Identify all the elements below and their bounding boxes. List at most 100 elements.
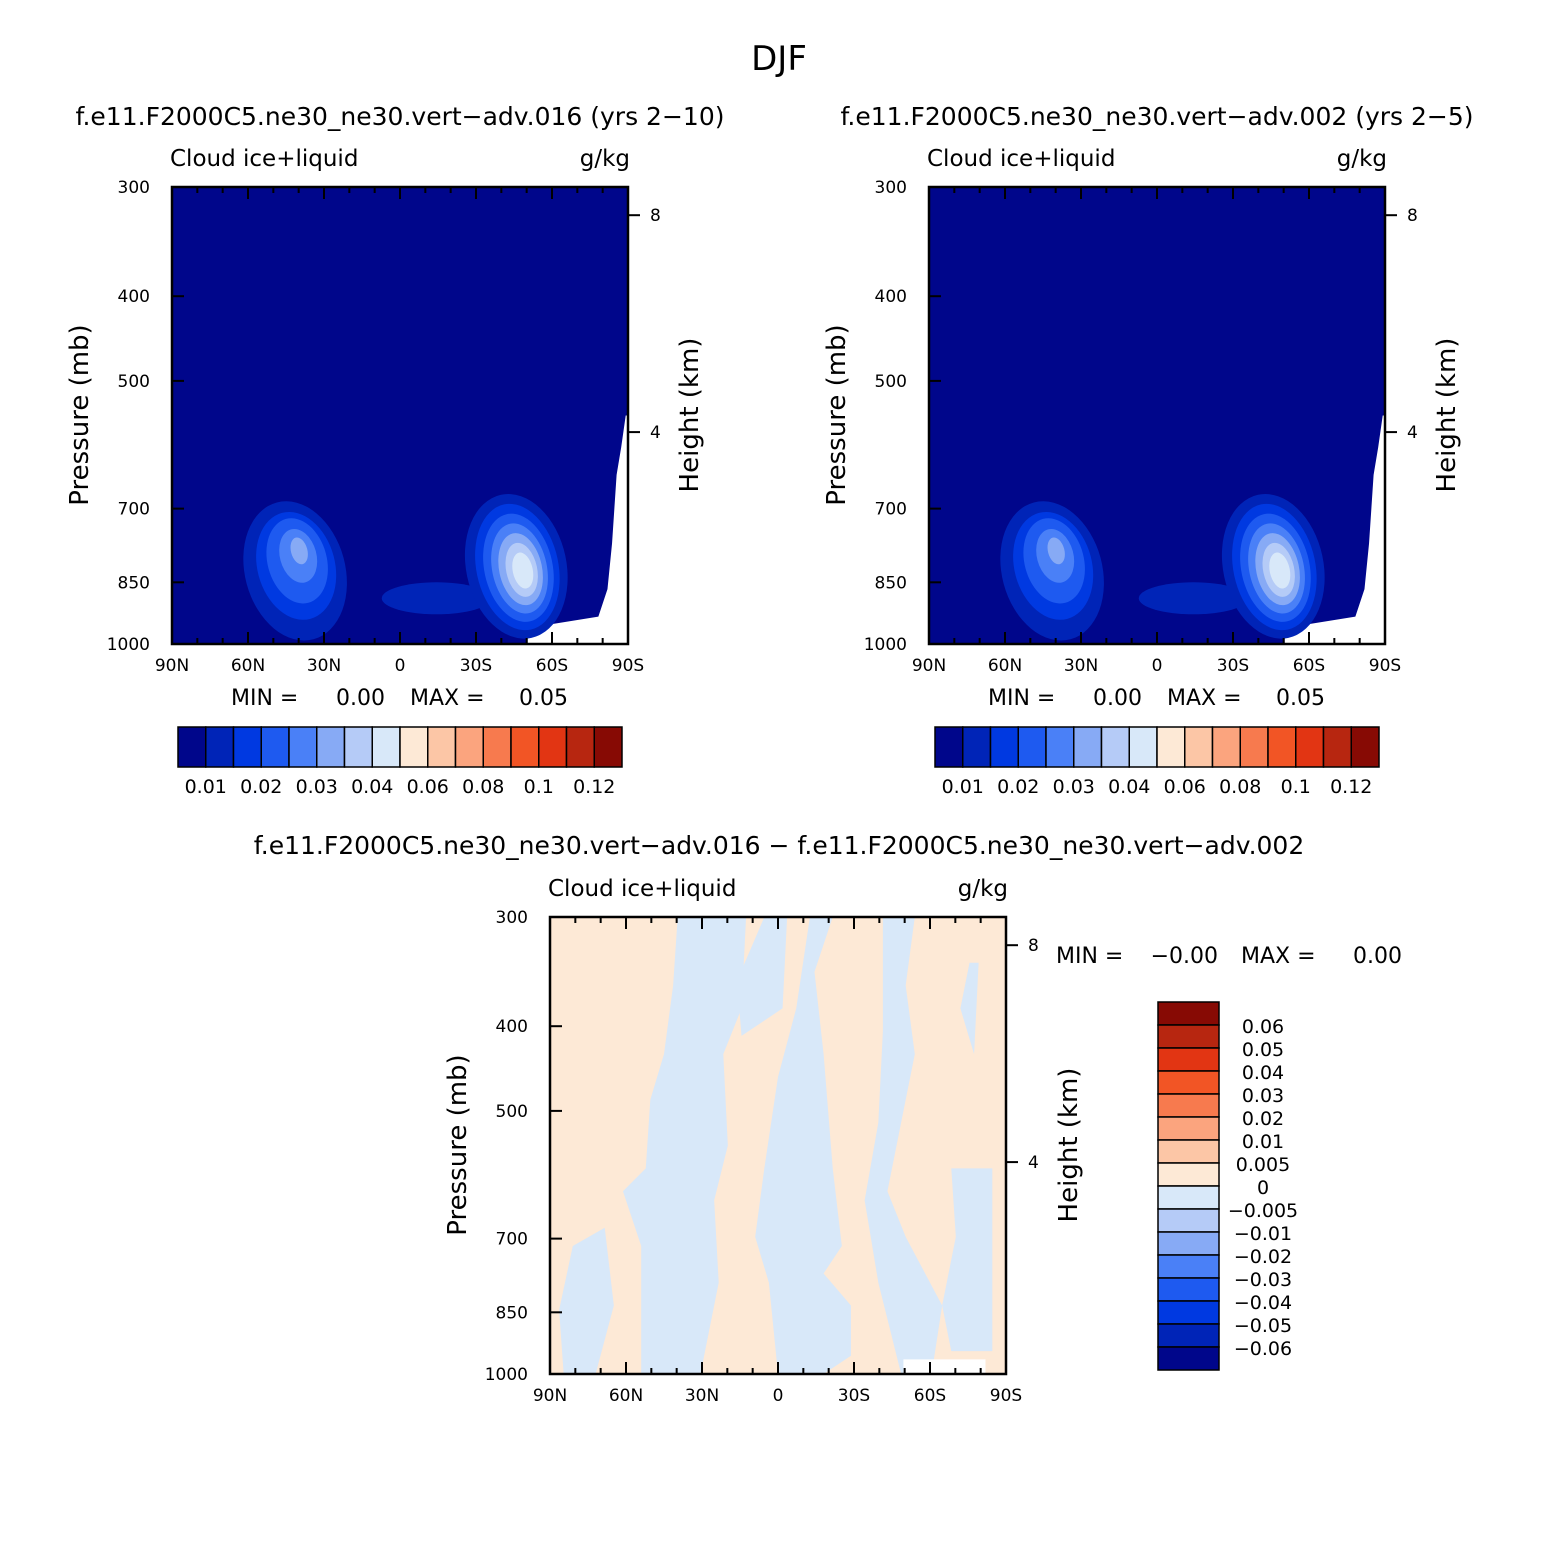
contour-level bbox=[1047, 537, 1065, 565]
y-tick-label: 850 bbox=[118, 573, 150, 593]
colorbar-label: 0.005 bbox=[1236, 1154, 1290, 1176]
colorbar-box bbox=[1157, 1116, 1220, 1141]
min-label: MIN = bbox=[988, 686, 1055, 711]
colorbar-box bbox=[1157, 1208, 1220, 1233]
colorbar-box bbox=[1157, 1254, 1220, 1279]
y-tick-label: 700 bbox=[496, 1230, 528, 1250]
min-label: MIN = bbox=[1056, 944, 1123, 969]
colorbar-label: 0.02 bbox=[240, 776, 282, 798]
x-tick-label: 30N bbox=[685, 1386, 719, 1406]
x-tick-label: 30S bbox=[1217, 656, 1249, 676]
x-tick-label: 90N bbox=[533, 1386, 567, 1406]
y-axis-label: Pressure (mb) bbox=[65, 324, 95, 505]
x-tick-label: 60S bbox=[914, 1386, 946, 1406]
x-tick-label: 90S bbox=[1369, 656, 1401, 676]
x-tick-label: 60S bbox=[1293, 656, 1325, 676]
colorbar-box bbox=[989, 726, 1019, 768]
colorbar-box bbox=[1100, 726, 1130, 768]
colorbar-box bbox=[1157, 1093, 1220, 1118]
colorbar-box bbox=[962, 726, 992, 768]
colorbar: 0.01 0.02 0.03 0.04 0.06 0.08 0.1 0.12 bbox=[934, 726, 1380, 798]
x-tick-label: 0 bbox=[1152, 656, 1163, 676]
colorbar-label: 0.05 bbox=[1242, 1039, 1284, 1061]
max-label: MAX = bbox=[1241, 944, 1316, 969]
x-tick-label: 30S bbox=[460, 656, 492, 676]
y-tick-label: 850 bbox=[496, 1303, 528, 1323]
y-tick-label: 1000 bbox=[107, 635, 150, 655]
colorbar-box bbox=[1157, 1070, 1220, 1095]
x-tick-label: 60S bbox=[536, 656, 568, 676]
y-tick-label: 400 bbox=[118, 287, 150, 307]
colorbar-label: 0.08 bbox=[1219, 776, 1261, 798]
colorbar-box bbox=[1045, 726, 1075, 768]
negative-difference-region bbox=[960, 962, 979, 1055]
min-value: 0.00 bbox=[1093, 686, 1142, 711]
colorbar-label: 0.03 bbox=[296, 776, 338, 798]
colorbar-label: 0.12 bbox=[1330, 776, 1372, 798]
contour-band bbox=[381, 582, 492, 615]
colorbar-label: 0.06 bbox=[407, 776, 449, 798]
x-tick-label: 0 bbox=[395, 656, 406, 676]
x-tick-label: 60N bbox=[988, 656, 1022, 676]
y2-axis-label: Height (km) bbox=[1432, 338, 1462, 493]
x-tick-label: 90N bbox=[155, 656, 189, 676]
colorbar-label: 0.04 bbox=[351, 776, 393, 798]
colorbar-label: −0.01 bbox=[1234, 1223, 1292, 1245]
colorbar-box bbox=[316, 726, 346, 768]
x-tick-label: 30N bbox=[307, 656, 341, 676]
colorbar-label: 0.01 bbox=[185, 776, 227, 798]
colorbar-label: 0.01 bbox=[1242, 1131, 1284, 1153]
colorbar-box bbox=[1157, 1047, 1220, 1072]
left-string: Cloud ice+liquid bbox=[170, 146, 358, 172]
negative-difference-region bbox=[755, 917, 851, 1374]
colorbar-box bbox=[1239, 726, 1269, 768]
panel-top-left: f.e11.F2000C5.ne30_ne30.vert−adv.016 (yr… bbox=[65, 102, 724, 798]
y-tick-label: 1000 bbox=[485, 1365, 528, 1385]
y-tick-label: 1000 bbox=[864, 635, 907, 655]
colorbar-box bbox=[593, 726, 623, 768]
y-axis-label: Pressure (mb) bbox=[822, 324, 852, 505]
colorbar-label: 0.1 bbox=[1281, 776, 1311, 798]
colorbar-label: −0.04 bbox=[1234, 1292, 1292, 1314]
contour-level bbox=[1269, 552, 1291, 589]
colorbar-box bbox=[1157, 1001, 1220, 1026]
colorbar-box bbox=[934, 726, 964, 768]
colorbar-label: −0.05 bbox=[1234, 1315, 1292, 1337]
x-tick-label: 60N bbox=[231, 656, 265, 676]
x-tick-label: 90S bbox=[612, 656, 644, 676]
colorbar-box bbox=[1157, 1323, 1220, 1348]
colorbar-box bbox=[1184, 726, 1214, 768]
axes: 90N 60N 30N 0 30S 60S 90S 300 400 500 700 850 1000 8 4 bbox=[107, 178, 661, 676]
x-tick-label: 60N bbox=[609, 1386, 643, 1406]
axes: 90N 60N 30N 0 30S 60S 90S 300 400 500 700 850 1000 8 4 bbox=[485, 908, 1039, 1406]
colorbar-label: 0.1 bbox=[524, 776, 554, 798]
contour-level bbox=[512, 552, 534, 589]
min-label: MIN = bbox=[231, 686, 298, 711]
x-tick-label: 90N bbox=[912, 656, 946, 676]
x-tick-label: 90S bbox=[990, 1386, 1022, 1406]
colorbar-label: 0.03 bbox=[1242, 1085, 1284, 1107]
y-tick-label: 400 bbox=[496, 1017, 528, 1037]
colorbar-box bbox=[1267, 726, 1297, 768]
colorbar-box bbox=[1157, 1185, 1220, 1210]
x-tick-label: 30N bbox=[1064, 656, 1098, 676]
colorbar-box bbox=[510, 726, 540, 768]
missing-data-region bbox=[527, 415, 628, 644]
max-label: MAX = bbox=[410, 686, 485, 711]
colorbar-box bbox=[1350, 726, 1380, 768]
colorbar-box bbox=[205, 726, 235, 768]
negative-difference-region bbox=[559, 1227, 614, 1374]
contour-field bbox=[172, 187, 628, 644]
colorbar-label: 0.04 bbox=[1108, 776, 1150, 798]
max-value: 0.05 bbox=[1276, 686, 1325, 711]
colorbar-box bbox=[1157, 1231, 1220, 1256]
colorbar-box bbox=[538, 726, 568, 768]
panel-title: f.e11.F2000C5.ne30_ne30.vert−adv.016 − f… bbox=[254, 831, 1304, 860]
y2-tick-label: 4 bbox=[1028, 1153, 1039, 1173]
y-tick-label: 850 bbox=[875, 573, 907, 593]
colorbar-box bbox=[565, 726, 595, 768]
colorbar-box bbox=[232, 726, 262, 768]
colorbar-box bbox=[1157, 1162, 1220, 1187]
negative-difference-region bbox=[736, 917, 788, 1036]
min-value: −0.00 bbox=[1151, 944, 1218, 969]
